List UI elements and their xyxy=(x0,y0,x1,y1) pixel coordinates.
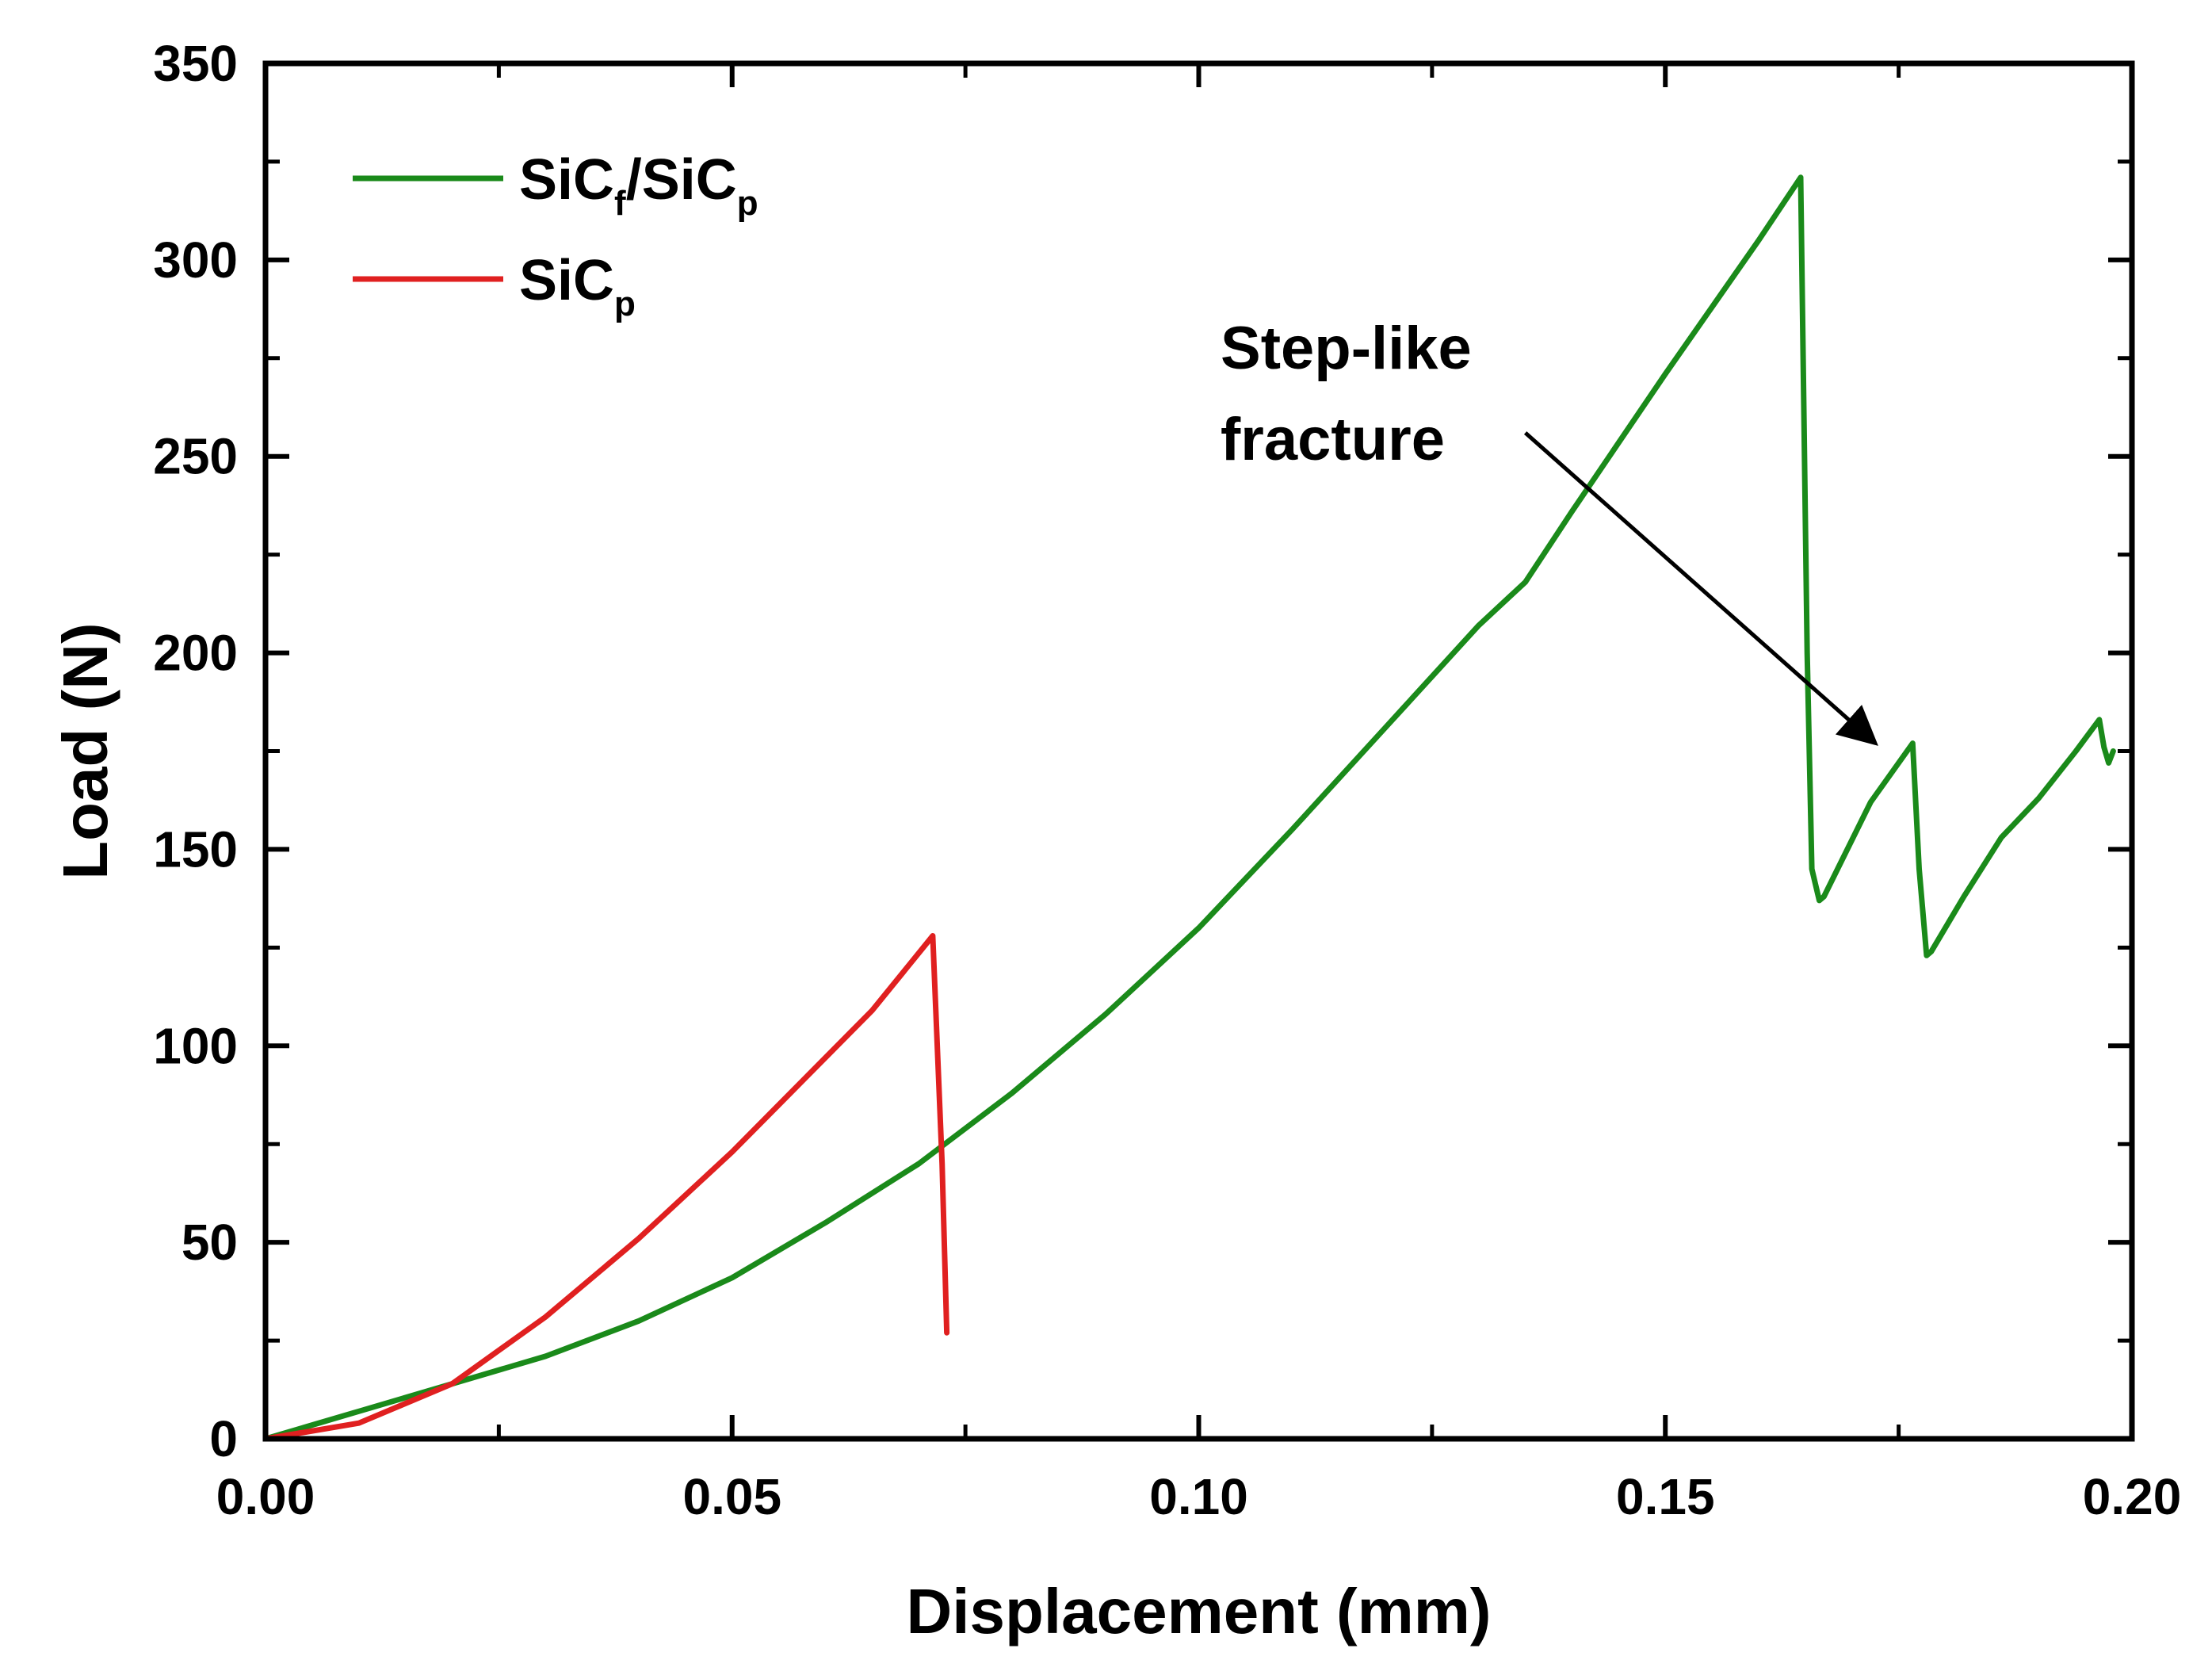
legend: SiCf/SiCp SiCp xyxy=(353,148,758,323)
x-tick-label: 0.05 xyxy=(682,1468,781,1525)
ticks-layer: 0.00 0.05 0.10 0.15 0.20 0 50 100 150 200 250 300 35… xyxy=(153,35,2181,1525)
y-axis-title: Load (N) xyxy=(50,622,120,879)
x-tick-label: 0.00 xyxy=(216,1468,315,1525)
y-tick-label: 300 xyxy=(153,231,238,289)
y-tick-label: 350 xyxy=(153,35,238,92)
y-tick-label: 250 xyxy=(153,428,238,485)
y-tick-label: 150 xyxy=(153,820,238,878)
y-tick-label: 0 xyxy=(209,1410,238,1467)
annotation-step-like-fracture: Step-like fracture xyxy=(1221,315,1878,746)
y-tick-label: 200 xyxy=(153,625,238,682)
annotation-arrow xyxy=(1523,431,1878,746)
annotation-text-line1: Step-like xyxy=(1221,315,1472,382)
y-tick-label: 50 xyxy=(181,1214,238,1271)
y-tick-label: 100 xyxy=(153,1017,238,1074)
series-layer xyxy=(262,174,2116,1442)
x-axis-title: Displacement (mm) xyxy=(907,1576,1492,1646)
annotation-text-line2: fracture xyxy=(1221,406,1445,473)
legend-label-sicp: SiCp xyxy=(519,249,636,323)
x-tick-label: 0.20 xyxy=(2083,1468,2182,1525)
plot-frame xyxy=(262,60,2135,1442)
series-line-sicf-sicp xyxy=(262,174,2116,1442)
x-tick-label: 0.10 xyxy=(1149,1468,1248,1525)
x-tick-label: 0.15 xyxy=(1616,1468,1715,1525)
legend-label-sicf-sicp: SiCf/SiCp xyxy=(519,148,758,223)
series-line-sicp xyxy=(262,933,950,1442)
